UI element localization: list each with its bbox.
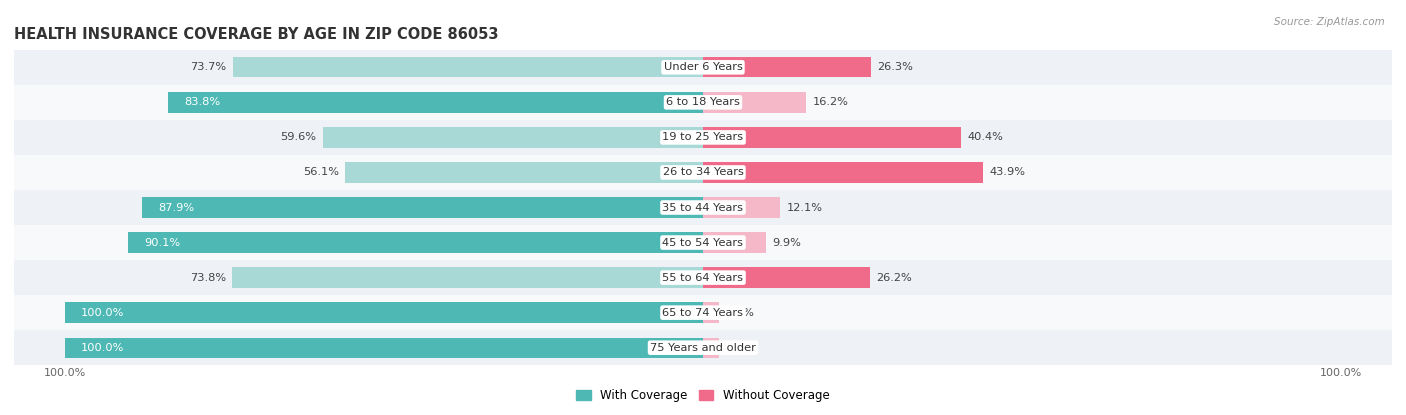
Bar: [65, 337, 703, 358]
Bar: [703, 57, 870, 78]
Text: 12.1%: 12.1%: [786, 203, 823, 212]
Bar: [703, 92, 807, 112]
Text: 35 to 44 Years: 35 to 44 Years: [662, 203, 744, 212]
Text: 0.0%: 0.0%: [725, 343, 754, 353]
Text: 73.8%: 73.8%: [190, 273, 226, 283]
Legend: With Coverage, Without Coverage: With Coverage, Without Coverage: [572, 384, 834, 407]
Bar: [344, 162, 703, 183]
Text: HEALTH INSURANCE COVERAGE BY AGE IN ZIP CODE 86053: HEALTH INSURANCE COVERAGE BY AGE IN ZIP …: [14, 27, 499, 42]
Text: 75 Years and older: 75 Years and older: [650, 343, 756, 353]
Bar: [233, 57, 703, 78]
Bar: [1, 260, 1405, 295]
Text: 87.9%: 87.9%: [159, 203, 194, 212]
Text: 65 to 74 Years: 65 to 74 Years: [662, 308, 744, 317]
Bar: [1, 190, 1405, 225]
Bar: [703, 337, 718, 358]
Bar: [1, 50, 1405, 85]
Text: Under 6 Years: Under 6 Years: [664, 62, 742, 72]
Bar: [169, 92, 703, 112]
Bar: [703, 127, 960, 148]
Bar: [1, 155, 1405, 190]
Bar: [1, 330, 1405, 365]
Text: 43.9%: 43.9%: [990, 168, 1025, 178]
Bar: [128, 232, 703, 253]
Bar: [142, 198, 703, 217]
Text: 9.9%: 9.9%: [772, 237, 801, 247]
Text: 55 to 64 Years: 55 to 64 Years: [662, 273, 744, 283]
Text: 59.6%: 59.6%: [280, 132, 316, 142]
Text: 40.4%: 40.4%: [967, 132, 1002, 142]
Text: 90.1%: 90.1%: [145, 237, 180, 247]
Text: 100.0%: 100.0%: [82, 308, 124, 317]
Bar: [703, 232, 766, 253]
Bar: [323, 127, 703, 148]
Bar: [1, 295, 1405, 330]
Text: 26.2%: 26.2%: [876, 273, 912, 283]
Bar: [703, 267, 870, 288]
Bar: [232, 267, 703, 288]
Bar: [1, 85, 1405, 120]
Text: 56.1%: 56.1%: [302, 168, 339, 178]
Bar: [65, 303, 703, 323]
Text: 26 to 34 Years: 26 to 34 Years: [662, 168, 744, 178]
Text: 83.8%: 83.8%: [184, 98, 221, 107]
Text: 19 to 25 Years: 19 to 25 Years: [662, 132, 744, 142]
Text: 16.2%: 16.2%: [813, 98, 849, 107]
Bar: [703, 303, 718, 323]
Text: 45 to 54 Years: 45 to 54 Years: [662, 237, 744, 247]
Text: 26.3%: 26.3%: [877, 62, 912, 72]
Text: 100.0%: 100.0%: [82, 343, 124, 353]
Text: 6 to 18 Years: 6 to 18 Years: [666, 98, 740, 107]
Bar: [1, 120, 1405, 155]
Text: 73.7%: 73.7%: [190, 62, 226, 72]
Bar: [1, 225, 1405, 260]
Text: 0.0%: 0.0%: [725, 308, 754, 317]
Text: Source: ZipAtlas.com: Source: ZipAtlas.com: [1274, 17, 1385, 27]
Bar: [703, 198, 780, 217]
Bar: [703, 162, 983, 183]
